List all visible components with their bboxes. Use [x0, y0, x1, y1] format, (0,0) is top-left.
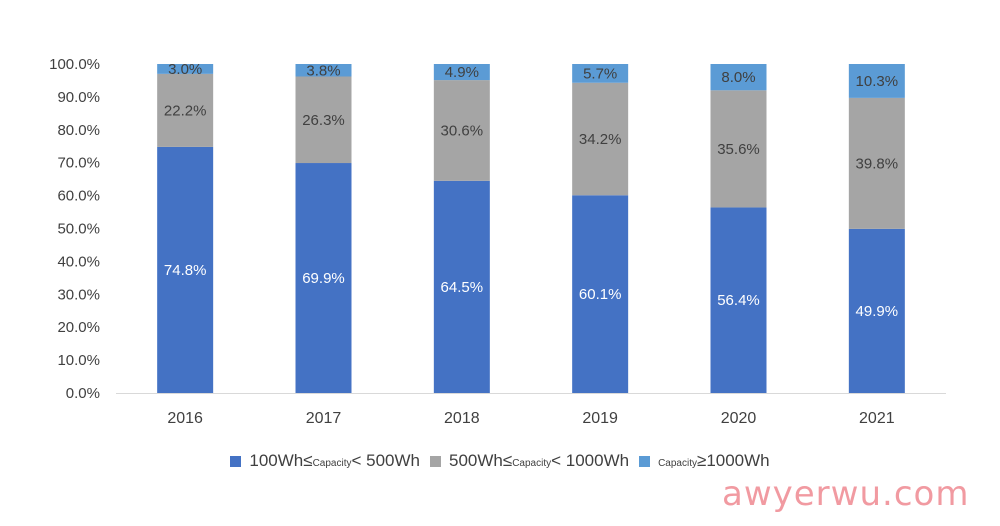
legend-label-low: 100Wh≤Capacity< 500Wh	[249, 451, 420, 470]
data-label: 4.9%	[445, 64, 479, 81]
data-label: 74.8%	[164, 262, 207, 279]
data-label: 22.2%	[164, 102, 207, 119]
data-label: 10.3%	[856, 73, 899, 90]
bar-segment-high	[295, 64, 352, 77]
stacked-bar-chart: 0.0% 10.0% 20.0% 30.0% 40.0% 50.0% 60.0% 70.0% 8…	[49, 56, 946, 427]
legend-swatch-low	[230, 455, 242, 467]
x-tick-label: 2021	[859, 410, 895, 427]
bar-segment-high	[157, 64, 214, 74]
data-label: 39.8%	[856, 155, 899, 172]
watermark: awyerwu.com	[722, 474, 970, 514]
x-tick-label: 2020	[721, 410, 757, 427]
bar-segment-high	[710, 64, 767, 91]
bar-segment-low	[295, 163, 352, 393]
y-tick-label: 100.0%	[49, 56, 100, 73]
bar-segment-high	[433, 64, 490, 81]
y-tick-label: 40.0%	[57, 253, 100, 270]
legend-item-mid: 500Wh≤Capacity< 1000Wh	[429, 451, 630, 471]
legend-swatch-mid	[429, 455, 441, 467]
legend: 100Wh≤Capacity< 500Wh 500Wh≤Capacity< 10…	[0, 446, 1000, 476]
bar-segment-mid	[572, 82, 629, 196]
legend-label-high: Capacity≥1000Wh	[658, 451, 770, 470]
legend-swatch-high	[639, 455, 651, 467]
y-tick-label: 80.0%	[57, 122, 100, 139]
data-label: 64.5%	[441, 279, 484, 296]
data-label: 3.0%	[168, 61, 202, 78]
y-tick-label: 10.0%	[57, 352, 100, 369]
bar-segment-mid	[157, 73, 214, 147]
data-label: 3.8%	[306, 62, 340, 79]
x-tick-label: 2017	[306, 410, 342, 427]
x-tick-label: 2018	[444, 410, 480, 427]
data-label: 35.6%	[717, 141, 760, 158]
bar-segment-low	[433, 180, 490, 393]
bar-segment-mid	[710, 90, 767, 208]
legend-item-low: 100Wh≤Capacity< 500Wh	[230, 451, 420, 471]
y-tick-label: 0.0%	[66, 385, 100, 402]
y-tick-label: 30.0%	[57, 286, 100, 303]
bar-segment-low	[710, 207, 767, 393]
data-label: 30.6%	[441, 122, 484, 139]
x-tick-label: 2019	[582, 410, 618, 427]
data-label: 60.1%	[579, 286, 622, 303]
bar-segment-mid	[295, 76, 352, 164]
bar-segment-mid	[848, 97, 905, 229]
legend-label-mid: 500Wh≤Capacity< 1000Wh	[448, 451, 630, 470]
bar-segment-high	[572, 64, 629, 83]
x-tick-label: 2016	[167, 410, 203, 427]
y-axis: 0.0% 10.0% 20.0% 30.0% 40.0% 50.0% 60.0% 70.0% 8…	[49, 56, 100, 402]
y-tick-label: 60.0%	[57, 188, 100, 205]
bar-segment-mid	[433, 80, 490, 181]
y-tick-label: 90.0%	[57, 89, 100, 106]
data-label: 69.9%	[302, 270, 345, 287]
data-label: 49.9%	[856, 303, 899, 320]
bar-segment-low	[572, 195, 629, 393]
data-label: 34.2%	[579, 131, 622, 148]
y-tick-label: 70.0%	[57, 155, 100, 172]
bars: 74.8% 22.2% 3.0% 69.9% 26.3% 3.8% 64.5% 30.6% 4.…	[157, 61, 905, 393]
y-tick-label: 20.0%	[57, 319, 100, 336]
bar-segment-low	[848, 228, 905, 393]
bar-segment-low	[157, 146, 214, 393]
legend-item-high: Capacity≥1000Wh	[639, 451, 770, 471]
data-label: 56.4%	[717, 292, 760, 309]
bar-segment-high	[848, 64, 905, 98]
data-label: 8.0%	[721, 69, 755, 86]
x-axis: 2016 2017 2018 2019 2020 2021	[167, 410, 894, 427]
data-label: 26.3%	[302, 112, 345, 129]
data-label: 5.7%	[583, 65, 617, 82]
y-tick-label: 50.0%	[57, 221, 100, 238]
